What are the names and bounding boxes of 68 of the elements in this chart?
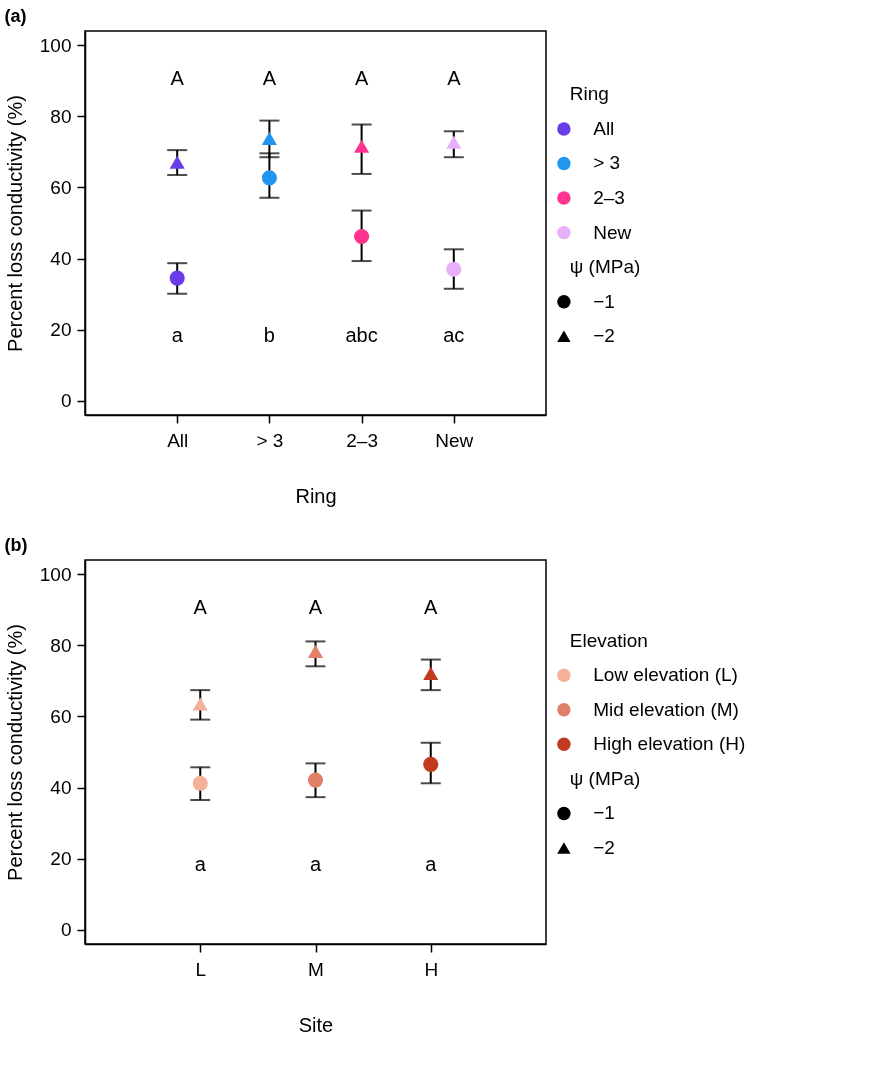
annotation: abc — [345, 324, 378, 346]
x-tick-label: 2–3 — [346, 429, 378, 451]
y-tick-label: 20 — [50, 848, 72, 870]
y-tick-label: 40 — [50, 248, 72, 270]
annotation: a — [425, 853, 438, 875]
annotation: A — [308, 596, 323, 618]
point — [423, 666, 439, 680]
x-tick-label: M — [308, 958, 324, 980]
y-tick-label: 60 — [50, 705, 72, 727]
legend-label: Mid elevation (M) — [593, 698, 739, 720]
annotation: A — [447, 67, 462, 89]
point — [446, 261, 462, 277]
point — [169, 155, 185, 169]
x-tick-label: All — [167, 429, 189, 451]
point — [354, 228, 370, 245]
x-axis-title: Ring — [295, 484, 337, 507]
annotation: A — [354, 67, 369, 89]
point — [423, 756, 439, 773]
annotation: a — [171, 324, 184, 346]
chart-title: (b) — [4, 535, 28, 556]
y-axis-title: Percent loss conductivity (%) — [3, 95, 26, 352]
text: ψ (MPa) — [569, 256, 641, 278]
y-tick-label: 40 — [50, 777, 72, 799]
point — [169, 270, 185, 286]
y-tick-label: 80 — [50, 105, 72, 127]
annotation: A — [262, 67, 277, 89]
x-tick-label: > 3 — [256, 429, 284, 451]
legend-label: 2–3 — [593, 187, 625, 209]
legend-label: −1 — [593, 802, 615, 824]
annotation: b — [263, 324, 275, 346]
annotation: A — [170, 67, 185, 89]
legend-label: New — [593, 221, 632, 243]
point — [307, 644, 324, 658]
x-axis-title: Site — [298, 1013, 334, 1036]
legend-label: −2 — [593, 325, 615, 347]
point — [354, 139, 370, 153]
y-tick-label: 100 — [39, 34, 72, 56]
y-tick-label: 80 — [50, 634, 72, 656]
point — [192, 697, 208, 711]
y-tick-label: 0 — [60, 390, 72, 412]
annotation: a — [309, 853, 322, 875]
point — [446, 135, 462, 149]
chart-title: (a) — [4, 6, 27, 27]
legend-label: > 3 — [593, 152, 621, 174]
y-axis-title: Percent loss conductivity (%) — [3, 624, 26, 881]
legend-label: −2 — [593, 837, 615, 858]
legend-label: −1 — [593, 290, 615, 312]
legend-title: Elevation — [569, 629, 648, 651]
x-tick-label: New — [435, 429, 474, 451]
point — [261, 131, 277, 145]
y-tick-label: 100 — [39, 563, 72, 585]
annotation: A — [424, 596, 439, 618]
annotation: a — [194, 853, 207, 875]
annotation: A — [193, 596, 208, 618]
text: ψ (MPa) — [569, 767, 641, 789]
legend-label: High elevation (H) — [593, 733, 746, 755]
y-tick-label: 0 — [60, 919, 72, 941]
legend-label: Low elevation (L) — [593, 664, 738, 686]
y-tick-label: 60 — [50, 176, 72, 198]
point — [192, 775, 208, 791]
legend-title: Ring — [569, 83, 609, 105]
point — [307, 772, 324, 788]
legend-label: All — [593, 117, 615, 139]
y-tick-label: 20 — [50, 319, 72, 341]
x-tick-label: L — [195, 958, 207, 980]
x-tick-label: H — [424, 958, 439, 980]
point — [261, 170, 277, 186]
annotation: ac — [443, 324, 465, 346]
